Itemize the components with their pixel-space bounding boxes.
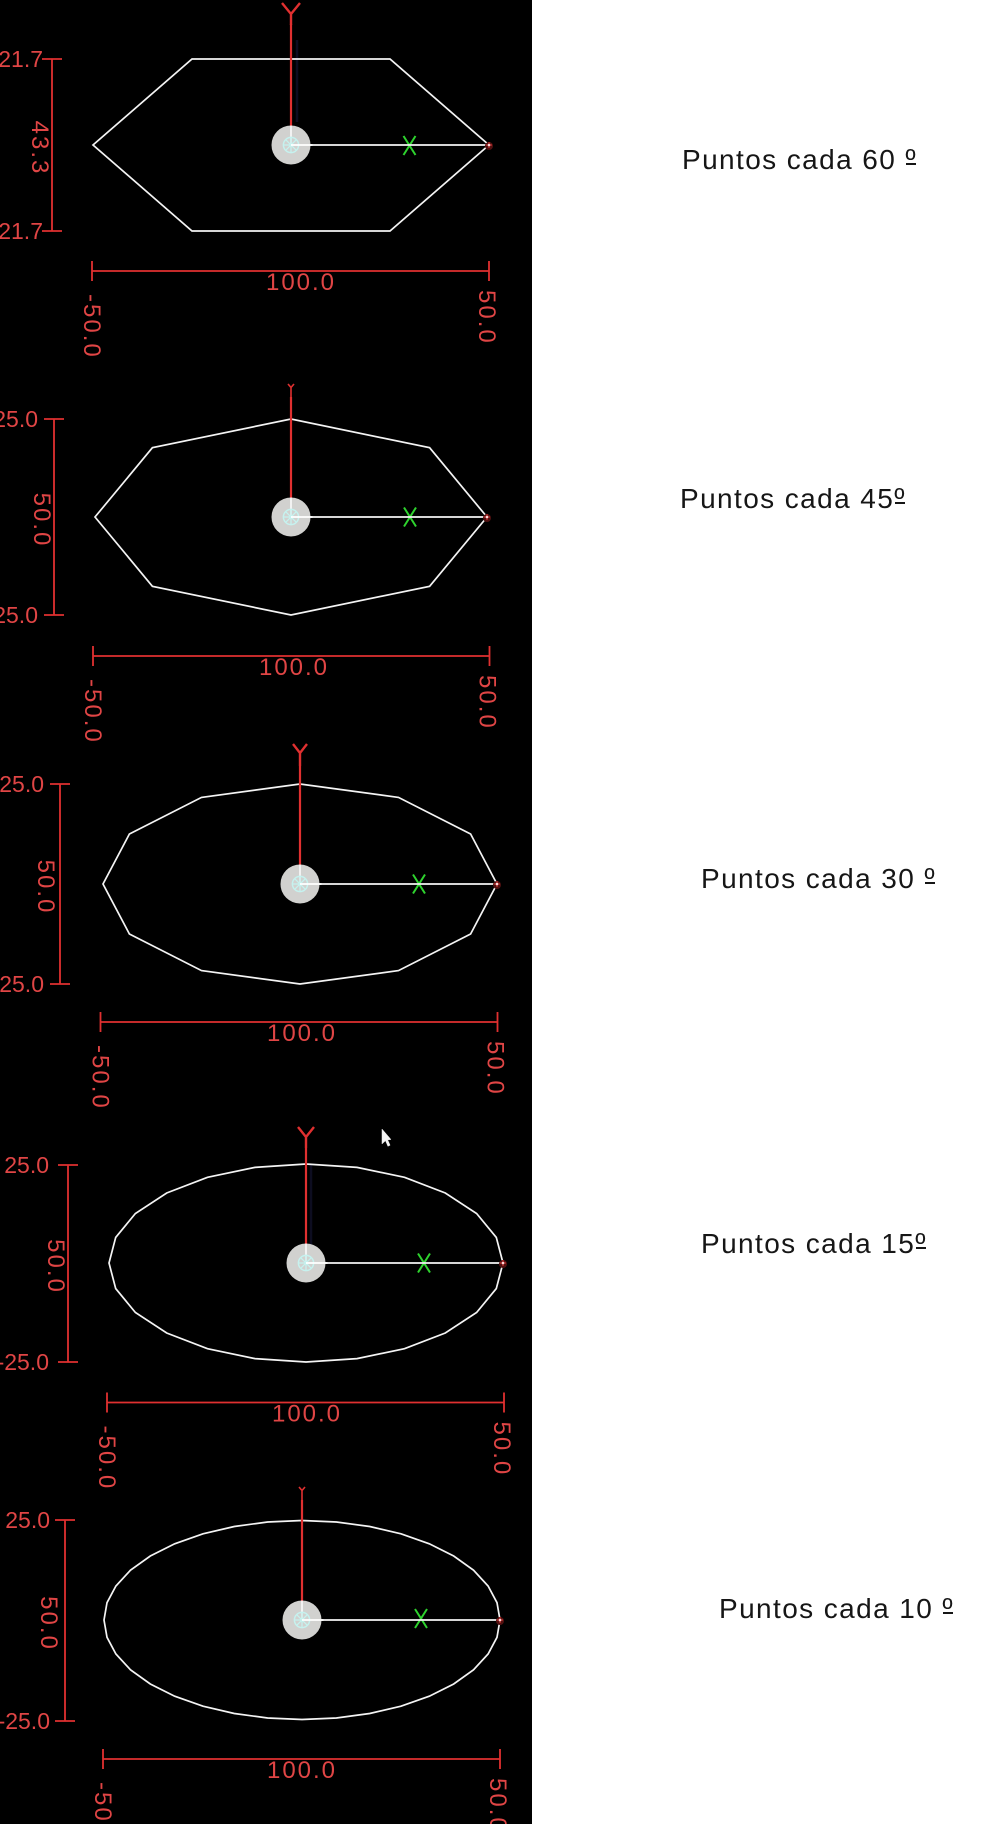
svg-text:-21.7: -21.7 xyxy=(0,218,43,244)
svg-text:50.0: 50.0 xyxy=(42,1239,69,1294)
svg-text:25.0: 25.0 xyxy=(0,771,44,797)
svg-text:50.0: 50.0 xyxy=(482,1041,509,1096)
svg-text:43.3: 43.3 xyxy=(26,121,53,176)
svg-text:100.0: 100.0 xyxy=(267,1757,337,1784)
svg-text:50.0: 50.0 xyxy=(474,675,501,730)
svg-text:50.0: 50.0 xyxy=(484,1778,511,1824)
svg-text:-25.0: -25.0 xyxy=(0,971,44,997)
svg-text:50.0: 50.0 xyxy=(35,1596,62,1651)
svg-text:50.0: 50.0 xyxy=(28,493,55,548)
svg-text:-25.0: -25.0 xyxy=(0,1708,50,1734)
svg-text:50.0: 50.0 xyxy=(32,860,59,915)
svg-text:100.0: 100.0 xyxy=(267,1020,337,1047)
svg-text:-50.0: -50.0 xyxy=(87,1045,114,1110)
svg-text:-25.0: -25.0 xyxy=(0,1349,49,1375)
svg-text:25.0: 25.0 xyxy=(0,406,38,432)
svg-text:25.0: 25.0 xyxy=(5,1507,50,1533)
svg-text:-50.0: -50.0 xyxy=(93,1426,120,1491)
svg-text:100.0: 100.0 xyxy=(266,269,336,296)
svg-text:25.0: 25.0 xyxy=(4,1152,49,1178)
svg-text:50.0: 50.0 xyxy=(488,1422,515,1477)
svg-text:100.0: 100.0 xyxy=(272,1401,342,1428)
svg-text:100.0: 100.0 xyxy=(259,654,329,681)
svg-text:-25.0: -25.0 xyxy=(0,602,38,628)
svg-text:-50.0: -50.0 xyxy=(89,1782,116,1824)
svg-text:21.7: 21.7 xyxy=(0,46,43,72)
svg-text:-50.0: -50.0 xyxy=(78,294,105,359)
svg-text:50.0: 50.0 xyxy=(473,290,500,345)
svg-text:-50.0: -50.0 xyxy=(79,679,106,744)
